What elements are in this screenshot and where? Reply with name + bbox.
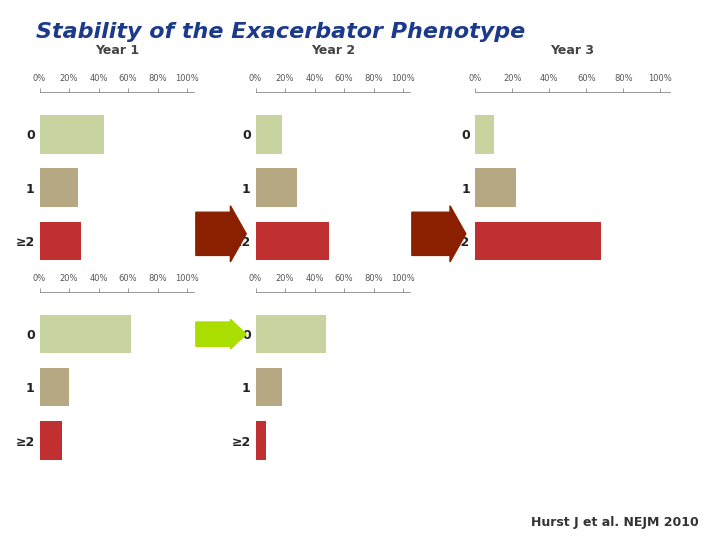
Text: Hurst J et al. NEJM 2010: Hurst J et al. NEJM 2010 <box>531 516 698 529</box>
Bar <box>40 168 78 207</box>
Bar <box>475 168 516 207</box>
Title: Year 1: Year 1 <box>95 44 139 57</box>
Bar <box>40 115 104 153</box>
Text: Stability of the Exacerbator Phenotype: Stability of the Exacerbator Phenotype <box>36 22 526 42</box>
Bar <box>475 115 494 153</box>
Title: Year 3: Year 3 <box>550 44 595 57</box>
Title: Year 2: Year 2 <box>311 44 355 57</box>
Bar <box>475 221 601 260</box>
Bar <box>256 421 266 460</box>
Bar <box>256 221 329 260</box>
Bar <box>40 315 131 353</box>
Bar <box>40 368 69 407</box>
Bar <box>256 115 282 153</box>
Bar <box>256 368 282 407</box>
Bar <box>256 315 326 353</box>
Bar <box>256 168 297 207</box>
Bar <box>40 221 81 260</box>
Bar <box>40 421 62 460</box>
